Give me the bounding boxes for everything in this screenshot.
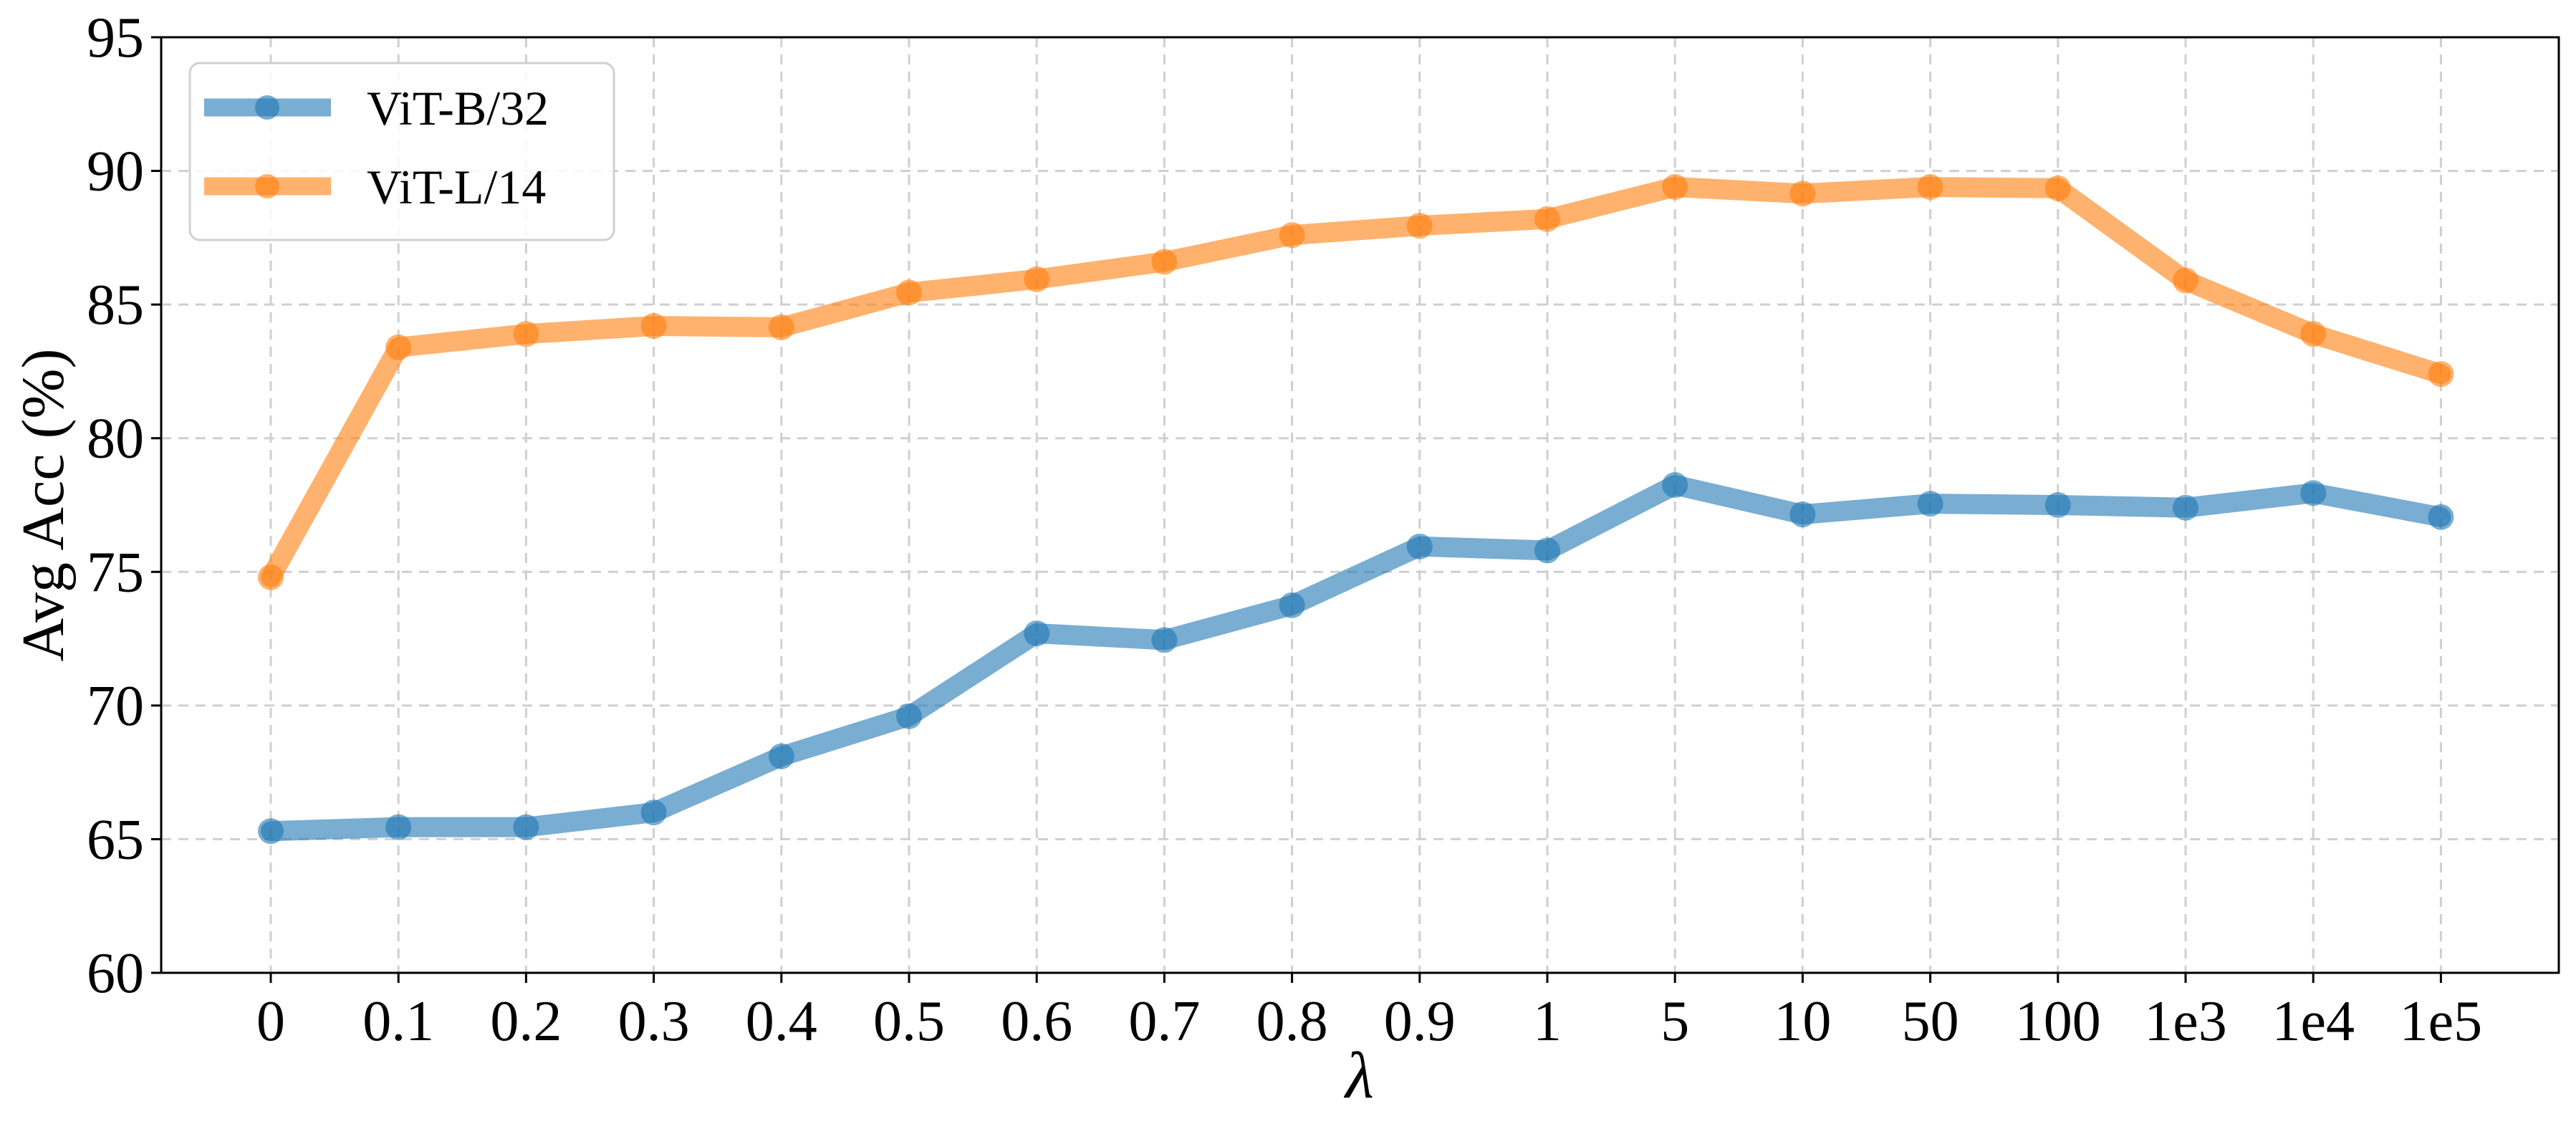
data-point [1789,501,1816,528]
legend-label: ViT-B/32 [367,81,549,135]
data-point [1534,537,1560,564]
data-point [1406,533,1433,559]
data-point [385,334,412,360]
legend-swatch-marker [255,95,279,120]
data-point [768,743,794,769]
x-tick-label: 100 [2015,990,2101,1053]
data-point [1024,620,1050,647]
y-tick-label: 85 [87,274,144,337]
data-point [1151,249,1178,275]
data-point [1662,173,1688,200]
x-tick-label: 0.9 [1384,990,1456,1053]
series-layer [258,173,2454,845]
data-point [2173,267,2198,294]
legend-swatch-marker [255,174,279,198]
x-tick-label: 0.6 [1001,990,1072,1053]
legend-entry-vit-l14: ViT-L/14 [204,160,546,214]
x-tick-label: 0.5 [873,990,945,1053]
x-tick-label: 1e4 [2272,990,2355,1053]
data-point [1917,491,1943,517]
data-point [258,564,284,590]
data-point [2428,361,2454,388]
data-point [2428,504,2454,530]
x-tick-label: 1e3 [2144,990,2227,1053]
data-point [896,703,922,729]
data-point [1534,206,1560,232]
data-point [1151,627,1178,653]
data-point [2300,480,2327,506]
x-tick-label: 0.4 [746,990,817,1053]
data-point [2173,494,2198,521]
y-tick-label: 70 [87,675,144,738]
x-tick-label: 1 [1533,990,1562,1053]
legend: ViT-B/32 ViT-L/14 [188,62,615,241]
data-point [2044,175,2071,201]
series-line [261,177,2451,587]
data-point [2044,492,2071,518]
data-point [896,279,922,306]
y-tick-label: 75 [87,541,144,604]
data-point [1917,173,1943,200]
data-point [385,814,412,840]
x-tick-label: 0.8 [1256,990,1328,1053]
data-point [1279,592,1305,618]
y-axis-title: Avg Acc (%) [10,349,77,662]
data-point [640,312,667,339]
data-point [1406,213,1433,239]
x-tick-label: 0.7 [1128,990,1200,1053]
data-point [1024,266,1050,292]
data-point [1662,472,1688,499]
x-tick-label: 50 [1902,990,1959,1053]
x-tick-label: 0 [256,990,285,1053]
x-tick-label: 0.2 [490,990,562,1053]
plot-frame [160,36,2560,974]
x-tick-label: 5 [1661,990,1689,1053]
x-tick-label: 0.3 [618,990,690,1053]
legend-entry-vit-b32: ViT-B/32 [204,81,549,135]
series-line [261,475,2451,842]
series-vit-b-32 [258,472,2454,845]
data-point [640,799,667,826]
y-tick-label: 90 [87,140,144,203]
y-tick-label: 95 [87,6,144,69]
x-axis-ticks: 0 0.1 0.2 0.3 0.4 0.5 0.6 0.7 0.8 0.9 1 5 10 50 100 1e3… [256,973,2482,1053]
x-axis-title: λ [1343,1039,1374,1112]
data-point [1279,222,1305,249]
data-point [258,818,284,845]
x-tick-label: 1e5 [2400,990,2483,1053]
data-point [513,814,539,840]
y-tick-label: 80 [87,408,144,471]
data-point [2300,321,2327,347]
data-point [1789,181,1816,207]
y-axis-ticks: 60 65 70 75 80 85 90 95 [87,6,161,1005]
data-point [768,314,794,340]
y-tick-label: 65 [87,808,144,871]
series-vit-l-14 [258,173,2454,590]
x-tick-label: 10 [1774,990,1831,1053]
legend-label: ViT-L/14 [367,160,546,214]
y-tick-label: 60 [87,942,144,1005]
x-tick-label: 0.1 [362,990,434,1053]
data-point [513,321,539,347]
